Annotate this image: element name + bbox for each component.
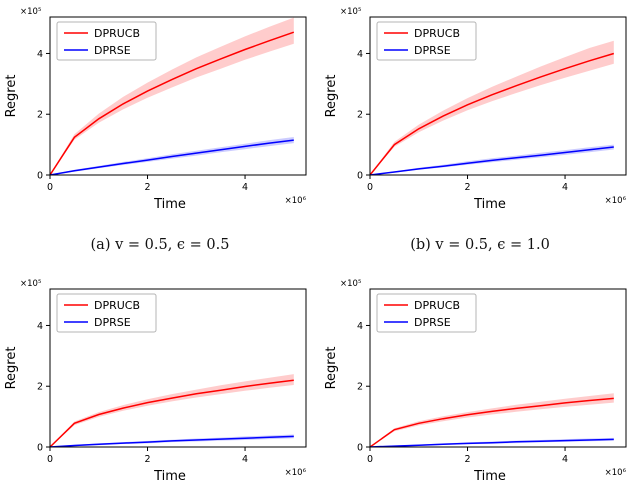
svg-text:×10⁵: ×10⁵	[20, 279, 41, 289]
svg-text:×10⁶: ×10⁶	[605, 468, 627, 478]
svg-text:×10⁵: ×10⁵	[340, 7, 361, 17]
chart-panel-d: 0 2 4 0 2 4 ×10⁵ ×10⁶ Time Regret DPRUCB DPRSE	[320, 272, 640, 495]
svg-text:Time: Time	[473, 469, 506, 484]
svg-text:Time: Time	[153, 469, 186, 484]
caption-b: (b) v = 0.5, ϵ = 1.0	[410, 237, 550, 253]
svg-text:DPRUCB: DPRUCB	[414, 27, 460, 40]
svg-text:Time: Time	[153, 197, 186, 212]
chart-a: 0 2 4 0 2 4 ×10⁵ ×10⁶ Time Regret DPRUCB DPRSE	[4, 7, 307, 212]
chart-d: 0 2 4 0 2 4 ×10⁵ ×10⁶ Time Regret DPRUCB DPRSE	[324, 279, 627, 484]
svg-text:×10⁶: ×10⁶	[285, 468, 307, 478]
svg-text:DPRSE: DPRSE	[94, 44, 131, 57]
svg-text:2: 2	[145, 454, 151, 465]
svg-text:Regret: Regret	[324, 75, 339, 118]
svg-text:0: 0	[47, 454, 53, 465]
svg-text:DPRUCB: DPRUCB	[414, 299, 460, 312]
svg-text:×10⁵: ×10⁵	[20, 7, 41, 17]
svg-text:2: 2	[357, 110, 363, 121]
svg-text:4: 4	[37, 321, 43, 332]
svg-text:0: 0	[357, 171, 363, 182]
svg-text:Regret: Regret	[4, 75, 19, 118]
svg-text:4: 4	[37, 49, 43, 60]
svg-text:2: 2	[37, 382, 43, 393]
svg-text:×10⁶: ×10⁶	[285, 196, 307, 206]
chart-panel-c: 0 2 4 0 2 4 ×10⁵ ×10⁶ Time Regret DPRUCB DPRSE	[0, 272, 320, 495]
svg-text:2: 2	[465, 454, 471, 465]
svg-text:2: 2	[357, 382, 363, 393]
svg-text:4: 4	[357, 321, 363, 332]
svg-text:DPRSE: DPRSE	[94, 316, 131, 329]
svg-text:0: 0	[357, 443, 363, 454]
svg-text:Time: Time	[473, 197, 506, 212]
svg-text:DPRUCB: DPRUCB	[94, 27, 140, 40]
svg-text:0: 0	[37, 443, 43, 454]
svg-text:0: 0	[47, 182, 53, 193]
svg-text:×10⁵: ×10⁵	[340, 279, 361, 289]
svg-text:2: 2	[145, 182, 151, 193]
chart-panel-a: 0 2 4 0 2 4 ×10⁵ ×10⁶ Time Regret DPRUCB DPRSE	[0, 0, 320, 218]
svg-text:Regret: Regret	[4, 347, 19, 390]
svg-text:4: 4	[562, 454, 568, 465]
svg-text:4: 4	[357, 49, 363, 60]
svg-text:4: 4	[242, 454, 248, 465]
svg-text:4: 4	[562, 182, 568, 193]
svg-text:4: 4	[242, 182, 248, 193]
chart-c: 0 2 4 0 2 4 ×10⁵ ×10⁶ Time Regret DPRUCB DPRSE	[4, 279, 307, 484]
svg-text:DPRUCB: DPRUCB	[94, 299, 140, 312]
svg-text:0: 0	[367, 454, 373, 465]
svg-text:0: 0	[37, 171, 43, 182]
svg-text:DPRSE: DPRSE	[414, 316, 451, 329]
caption-a: (a) v = 0.5, ϵ = 0.5	[90, 237, 230, 253]
chart-b: 0 2 4 0 2 4 ×10⁵ ×10⁶ Time Regret DPRUCB DPRSE	[324, 7, 627, 212]
chart-panel-b: 0 2 4 0 2 4 ×10⁵ ×10⁶ Time Regret DPRUCB DPRSE	[320, 0, 640, 218]
svg-text:0: 0	[367, 182, 373, 193]
svg-text:×10⁶: ×10⁶	[605, 196, 627, 206]
svg-text:DPRSE: DPRSE	[414, 44, 451, 57]
svg-text:2: 2	[465, 182, 471, 193]
svg-text:2: 2	[37, 110, 43, 121]
svg-text:Regret: Regret	[324, 347, 339, 390]
